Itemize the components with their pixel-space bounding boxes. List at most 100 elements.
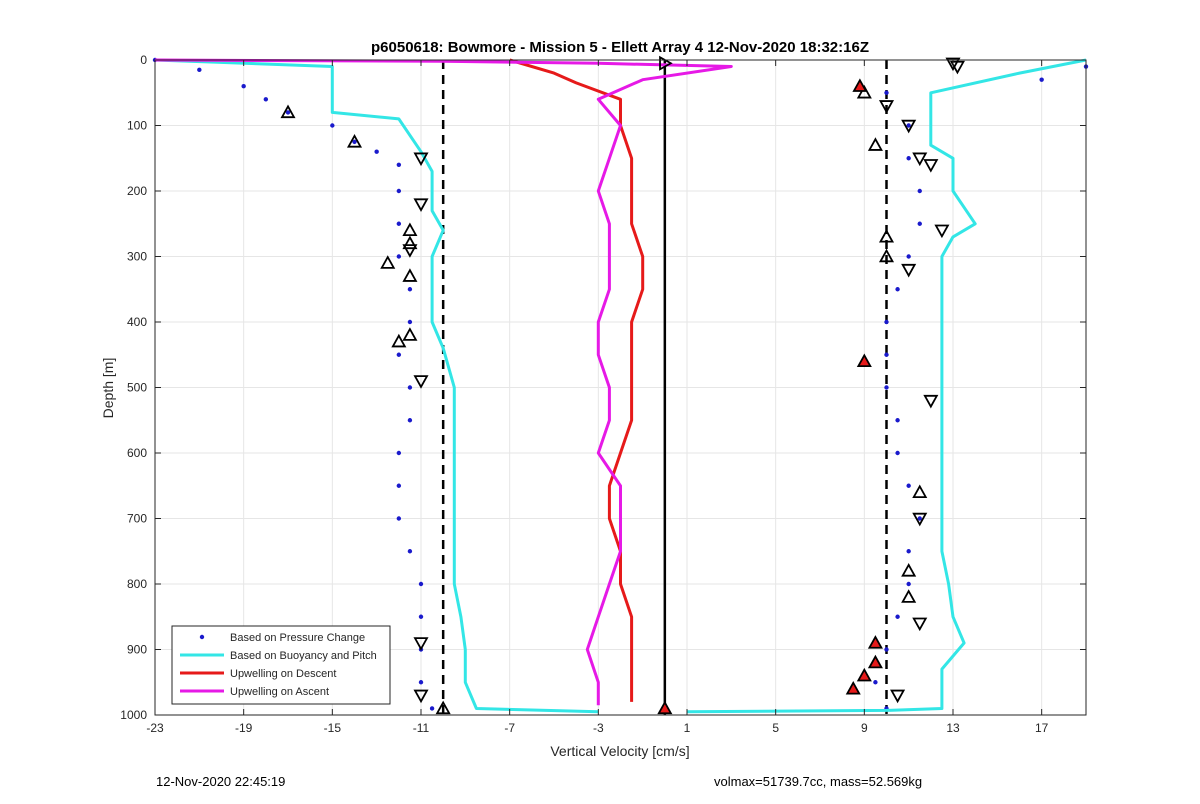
x-tick-label: 13 (946, 721, 960, 735)
marker-point (934, 224, 950, 239)
data-point (906, 123, 911, 128)
data-point (895, 287, 900, 292)
x-tick-label: -7 (504, 721, 515, 735)
marker-point (901, 589, 917, 603)
x-tick-label: 1 (684, 721, 691, 735)
data-point (407, 549, 413, 554)
data-point (396, 254, 402, 259)
marker-point (856, 84, 872, 99)
data-point (407, 418, 413, 423)
data-point (418, 680, 424, 685)
marker-point (867, 654, 883, 669)
data-point (906, 549, 911, 554)
data-point (884, 352, 889, 357)
data-point (197, 67, 202, 73)
y-axis-ticks: 0 100 200 300 400 500 600 700 800 900 1000 (120, 53, 1086, 722)
data-point (429, 706, 435, 711)
marker-point (878, 100, 895, 114)
marker-point (402, 235, 418, 250)
data-point (263, 97, 269, 102)
data-point (285, 110, 291, 115)
series-line (154, 58, 733, 706)
marker-point (912, 484, 928, 499)
marker-point (878, 228, 895, 243)
legend-label: Upwelling on Descent (230, 668, 336, 680)
y-tick-label: 1000 (120, 708, 147, 722)
x-tick-label: -3 (593, 721, 604, 735)
data-point (374, 149, 379, 154)
data-point (418, 581, 424, 587)
series-line (154, 58, 599, 714)
x-tick-label: 9 (861, 721, 868, 735)
data-point (906, 156, 911, 161)
x-tick-label: -23 (146, 721, 164, 735)
data-point (396, 352, 402, 357)
marker-point (346, 134, 363, 148)
y-tick-label: 200 (127, 184, 147, 198)
data-point (884, 385, 889, 390)
marker-point (413, 152, 429, 167)
legend-swatch (199, 634, 205, 640)
data-point (917, 188, 922, 194)
y-tick-label: 500 (127, 381, 147, 395)
x-tick-label: -15 (324, 721, 342, 735)
marker-point (413, 198, 429, 212)
legend-label: Based on Buoyancy and Pitch (230, 650, 377, 662)
data-point (330, 123, 335, 128)
data-point (418, 614, 424, 619)
data-point (873, 680, 878, 685)
data-point (884, 90, 889, 95)
marker-point (852, 78, 868, 92)
x-tick-label: 5 (772, 721, 779, 735)
data-point (917, 516, 922, 521)
data-point (241, 84, 246, 89)
marker-point (413, 637, 429, 651)
marker-point (890, 689, 906, 704)
legend-label: Based on Pressure Change (230, 632, 365, 644)
marker-point (402, 268, 418, 282)
marker-point (901, 119, 917, 134)
data-point (1039, 77, 1044, 82)
x-axis-label: Vertical Velocity [cm/s] (550, 743, 689, 759)
y-tick-label: 100 (127, 119, 147, 133)
marker-point (402, 222, 418, 237)
marker-point (867, 137, 883, 151)
marker-point (945, 57, 961, 72)
x-tick-label: -11 (413, 721, 430, 735)
marker-point (657, 700, 673, 715)
y-tick-label: 400 (127, 315, 147, 329)
data-point (906, 483, 911, 488)
marker-point (867, 635, 883, 649)
y-tick-label: 900 (127, 643, 147, 657)
x-tick-label: -19 (235, 721, 253, 735)
series-line (509, 58, 645, 702)
marker-point (413, 375, 429, 389)
data-point (895, 418, 900, 423)
plot-series (152, 57, 1089, 714)
data-point (407, 385, 413, 390)
marker-point (912, 152, 928, 167)
footer-vehicle-info: volmax=51739.7cc, mass=52.569kg (714, 774, 923, 789)
data-point (407, 287, 413, 292)
data-point (396, 162, 402, 167)
data-point (895, 614, 900, 619)
marker-point (856, 353, 872, 368)
marker-point (435, 700, 451, 715)
marker-point (923, 159, 939, 173)
marker-point (949, 60, 965, 75)
marker-point (402, 327, 418, 341)
data-point (396, 516, 402, 521)
legend: Based on Pressure Change Based on Buoyanc… (171, 625, 391, 705)
marker-point (856, 667, 872, 682)
marker-point (391, 333, 407, 348)
plot-markers (280, 55, 965, 715)
data-point (917, 221, 922, 226)
legend-label: Upwelling on Ascent (230, 686, 329, 698)
marker-point (402, 244, 418, 258)
marker-point (380, 255, 396, 269)
data-point (396, 450, 402, 456)
x-axis-ticks: -23 -19 -15 -11 -7 -3 1 5 9 13 17 (146, 60, 1049, 735)
data-point (884, 647, 889, 652)
marker-point (912, 512, 928, 527)
